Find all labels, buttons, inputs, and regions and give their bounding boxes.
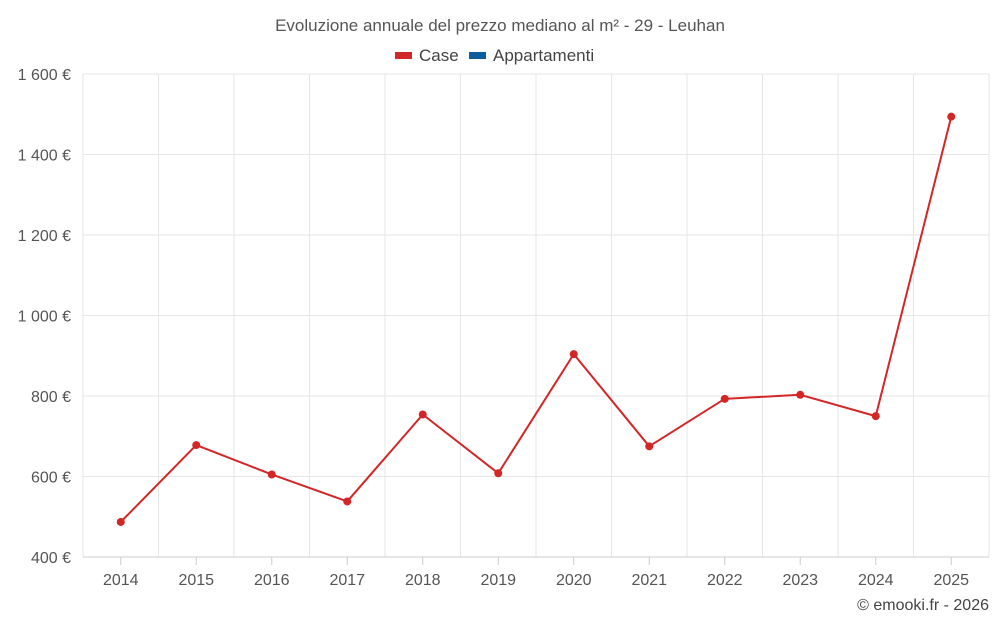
x-tick-label: 2019 bbox=[480, 572, 516, 589]
x-tick-label: 2014 bbox=[103, 572, 139, 589]
x-gridlines bbox=[82, 74, 990, 557]
data-point[interactable] bbox=[267, 470, 276, 479]
x-tick-label: 2024 bbox=[858, 572, 894, 589]
x-tick-label: 2021 bbox=[631, 572, 667, 589]
x-tick-label: 2020 bbox=[556, 572, 592, 589]
legend-swatch-case bbox=[395, 52, 412, 59]
series-layer bbox=[116, 112, 956, 526]
x-tick-label: 2025 bbox=[933, 572, 969, 589]
credit-text: © emooki.fr - 2026 bbox=[857, 597, 989, 614]
chart-title: Evoluzione annuale del prezzo mediano al… bbox=[275, 16, 725, 35]
y-tick-label: 800 € bbox=[31, 389, 71, 406]
x-tick-label: 2018 bbox=[405, 572, 441, 589]
data-point[interactable] bbox=[343, 497, 352, 506]
legend-item-case[interactable]: Case bbox=[395, 46, 459, 65]
legend-label-appartamenti: Appartamenti bbox=[493, 46, 594, 65]
y-tick-label: 1 400 € bbox=[18, 148, 71, 165]
y-tick-label: 600 € bbox=[31, 470, 71, 487]
data-point[interactable] bbox=[494, 469, 503, 478]
legend: Case Appartamenti bbox=[395, 46, 594, 65]
x-tick-label: 2017 bbox=[329, 572, 365, 589]
y-axis: 400 € 600 € 800 € 1 000 € 1 200 € 1 400 € 1 60… bbox=[18, 67, 71, 567]
x-tick-label: 2023 bbox=[782, 572, 818, 589]
data-point[interactable] bbox=[947, 112, 956, 121]
data-point[interactable] bbox=[871, 412, 880, 421]
x-tick-label: 2016 bbox=[254, 572, 290, 589]
x-tick-label: 2015 bbox=[178, 572, 214, 589]
x-tick-label: 2022 bbox=[707, 572, 743, 589]
data-point[interactable] bbox=[720, 394, 729, 403]
y-tick-label: 1 200 € bbox=[18, 228, 71, 245]
data-point[interactable] bbox=[569, 350, 578, 359]
y-tick-label: 400 € bbox=[31, 550, 71, 567]
y-tick-label: 1 600 € bbox=[18, 67, 71, 84]
y-tick-label: 1 000 € bbox=[18, 309, 71, 326]
data-point[interactable] bbox=[116, 517, 125, 526]
series-line-0 bbox=[120, 116, 953, 523]
data-point[interactable] bbox=[645, 442, 654, 451]
x-axis: 2014 2015 2016 2017 2018 2019 2020 2021 2022 2023… bbox=[83, 556, 989, 589]
legend-label-case: Case bbox=[419, 46, 459, 65]
data-point[interactable] bbox=[418, 410, 427, 419]
data-point[interactable] bbox=[192, 441, 201, 450]
legend-swatch-appartamenti bbox=[469, 52, 486, 59]
data-point[interactable] bbox=[796, 390, 805, 399]
legend-item-appartamenti[interactable]: Appartamenti bbox=[469, 46, 594, 65]
